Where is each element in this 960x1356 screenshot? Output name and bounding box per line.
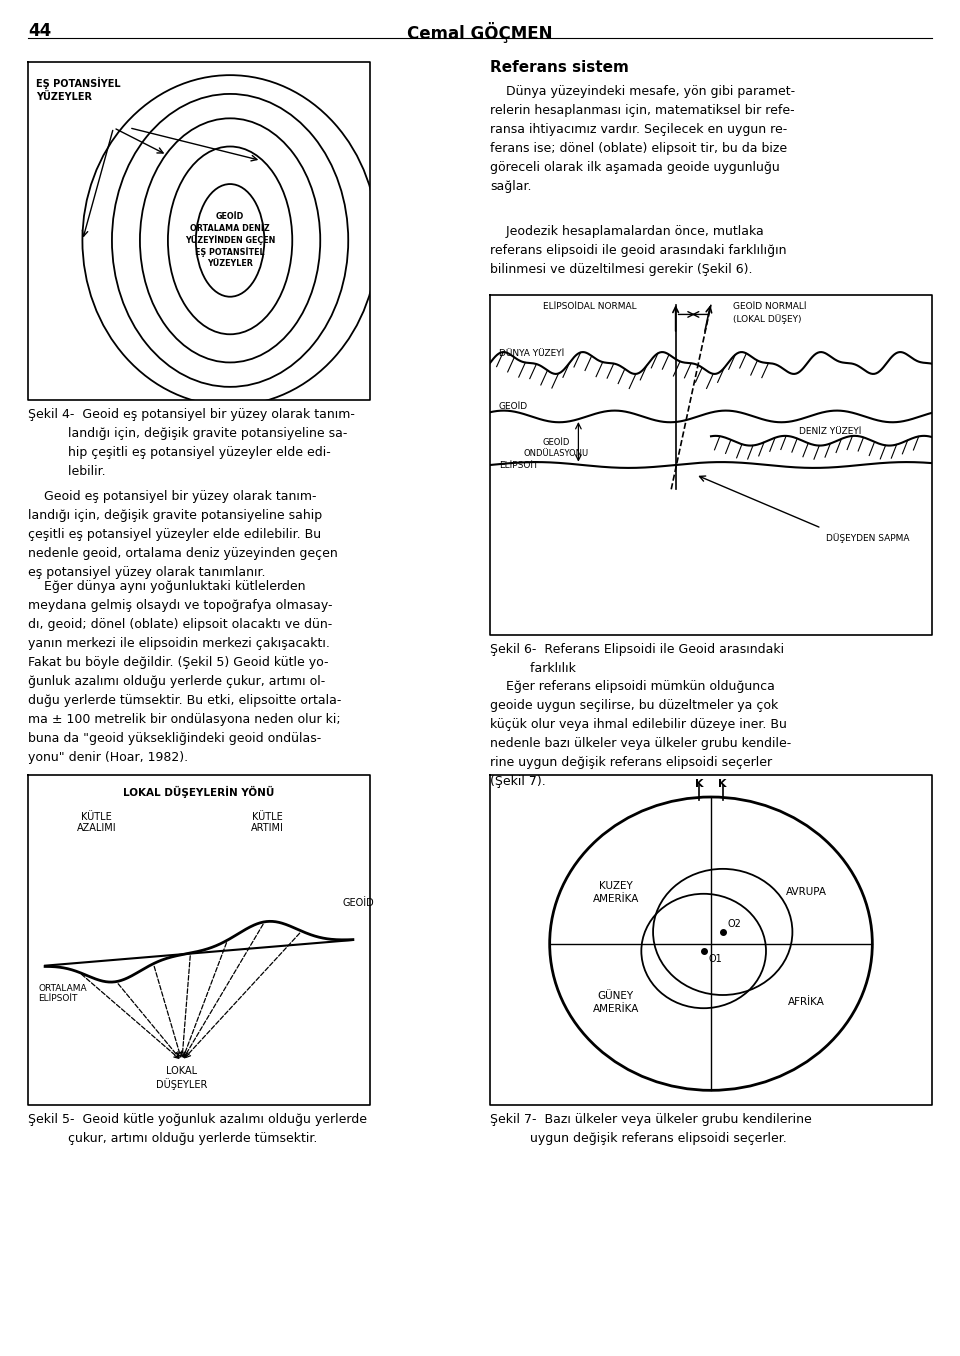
Text: DÜNYA YÜZEYİ: DÜNYA YÜZEYİ	[499, 348, 564, 358]
Text: Şekil 6-  Referans Elipsoidi ile Geoid arasındaki
          farklılık: Şekil 6- Referans Elipsoidi ile Geoid ar…	[490, 643, 784, 675]
Text: 44: 44	[28, 22, 51, 39]
Text: Eğer dünya aynı yoğunluktaki kütlelerden
meydana gelmiş olsaydı ve topoğrafya ol: Eğer dünya aynı yoğunluktaki kütlelerden…	[28, 580, 342, 763]
Text: Eğer referans elipsoidi mümkün olduğunca
geoide uygun seçilirse, bu düzeltmeler : Eğer referans elipsoidi mümkün olduğunca…	[490, 679, 791, 788]
Text: EŞ POTANSİYEL
YÜZEYLER: EŞ POTANSİYEL YÜZEYLER	[36, 77, 120, 102]
Text: O2: O2	[727, 919, 741, 929]
Text: KÜTLE
AZALIMI: KÜTLE AZALIMI	[77, 812, 116, 834]
Text: ELİPSOİDAL NORMAL: ELİPSOİDAL NORMAL	[543, 302, 636, 312]
Text: DÜŞEYDEN SAPMA: DÜŞEYDEN SAPMA	[826, 533, 909, 542]
Text: Şekil 5-  Geoid kütle yoğunluk azalımı olduğu yerlerde
          çukur, artımı o: Şekil 5- Geoid kütle yoğunluk azalımı ol…	[28, 1113, 367, 1144]
Text: DENİZ YÜZEYİ: DENİZ YÜZEYİ	[800, 427, 862, 435]
Text: K: K	[718, 780, 727, 789]
Text: LOKAL DÜŞEYLERİN YÖNÜ: LOKAL DÜŞEYLERİN YÖNÜ	[123, 786, 275, 799]
Text: GEOİD: GEOİD	[499, 403, 528, 411]
Text: Referans sistem: Referans sistem	[490, 60, 629, 75]
Text: AFRİKA: AFRİKA	[788, 997, 825, 1008]
Text: Dünya yüzeyindeki mesafe, yön gibi paramet-
relerin hesaplanması için, matematik: Dünya yüzeyindeki mesafe, yön gibi param…	[490, 85, 795, 193]
Text: ORTALAMA
ELİPSOİT: ORTALAMA ELİPSOİT	[38, 984, 87, 1003]
Text: GEOİD NORMALİ
(LOKAL DÜŞEY): GEOİD NORMALİ (LOKAL DÜŞEY)	[733, 302, 806, 324]
Text: GEOİD: GEOİD	[343, 898, 374, 909]
Text: Şekil 7-  Bazı ülkeler veya ülkeler grubu kendilerine
          uygun değişik re: Şekil 7- Bazı ülkeler veya ülkeler grubu…	[490, 1113, 812, 1144]
Text: KUZEY
AMERİKA: KUZEY AMERİKA	[592, 881, 638, 903]
Text: K: K	[695, 780, 704, 789]
Text: Cemal GÖÇMEN: Cemal GÖÇMEN	[407, 22, 553, 43]
Text: AVRUPA: AVRUPA	[786, 887, 827, 898]
Text: Şekil 4-  Geoid eş potansiyel bir yüzey olarak tanım-
          landığı için, de: Şekil 4- Geoid eş potansiyel bir yüzey o…	[28, 408, 355, 479]
Text: LOKAL
DÜŞEYLER: LOKAL DÜŞEYLER	[156, 1067, 207, 1090]
Text: GÜNEY
AMERİKA: GÜNEY AMERİKA	[592, 991, 638, 1013]
Text: KÜTLE
ARTIMI: KÜTLE ARTIMI	[251, 812, 284, 834]
Text: GEOİD
ONDÜLASYONU: GEOİD ONDÜLASYONU	[524, 438, 588, 458]
Text: Jeodezik hesaplamalardan önce, mutlaka
referans elipsoidi ile geoid arasındaki f: Jeodezik hesaplamalardan önce, mutlaka r…	[490, 225, 786, 277]
Text: ELİPSOİT: ELİPSOİT	[499, 461, 539, 469]
Text: Geoid eş potansiyel bir yüzey olarak tanım-
landığı için, değişik gravite potans: Geoid eş potansiyel bir yüzey olarak tan…	[28, 490, 338, 579]
Text: O1: O1	[708, 953, 722, 964]
Text: GEOİD
ORTALAMA DENİZ
YÜZEYİNDEN GEÇEN
EŞ POTANSİTEL
YÜZEYLER: GEOİD ORTALAMA DENİZ YÜZEYİNDEN GEÇEN EŞ…	[185, 213, 276, 268]
